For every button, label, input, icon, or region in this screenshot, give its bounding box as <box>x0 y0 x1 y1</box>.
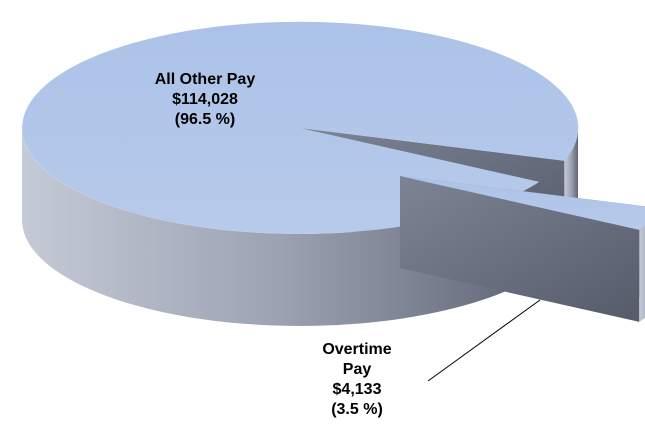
percent-label: (96.5 %) <box>174 111 236 128</box>
pie <box>22 21 645 326</box>
leader-line <box>427 299 541 382</box>
percent-label: (3.5 %) <box>331 401 383 418</box>
slice-wall <box>639 226 645 322</box>
category-label: All Other Pay <box>154 71 256 88</box>
category-label: Overtime Pay <box>322 341 392 378</box>
value-label: $4,133 <box>332 381 382 398</box>
slice-shade <box>400 176 645 230</box>
slice-shade <box>22 21 579 234</box>
slice-wall <box>22 128 540 326</box>
value-label: $114,028 <box>172 91 238 108</box>
slice-face <box>400 176 640 322</box>
slice-label: All Other Pay $114,028 (96.5 %) <box>150 70 260 130</box>
slice-label: Overtime Pay $4,133 (3.5 %) <box>312 340 402 420</box>
